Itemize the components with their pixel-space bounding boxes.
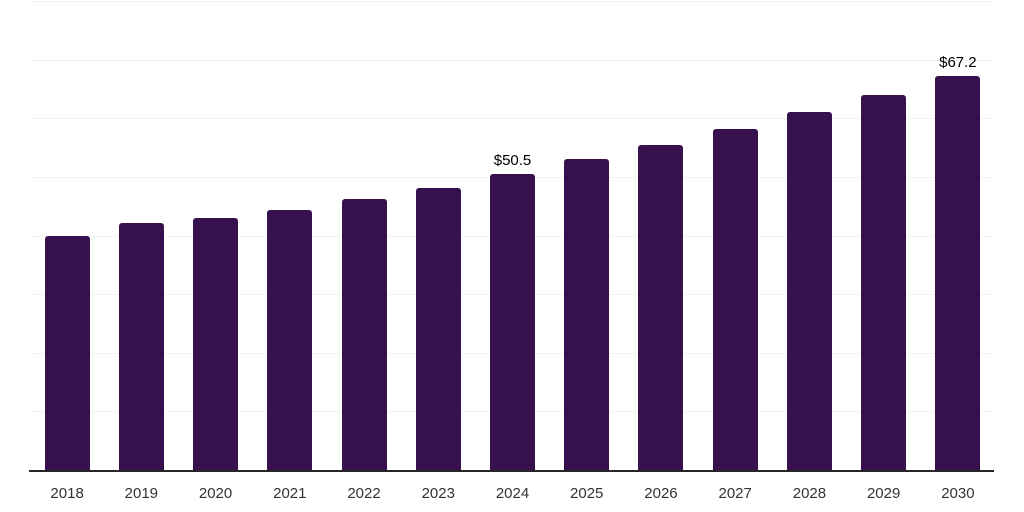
- data-label-2030: $67.2: [939, 54, 977, 72]
- x-tick-label-2026: 2026: [644, 485, 678, 502]
- bar-2030[interactable]: [935, 76, 981, 470]
- x-tick-label-2020: 2020: [198, 485, 233, 502]
- gridline-60: [30, 118, 995, 119]
- bar-2020[interactable]: [193, 218, 239, 470]
- x-tick-label-2022: 2022: [347, 485, 381, 502]
- bar-2027[interactable]: [712, 128, 758, 470]
- bar-2025[interactable]: [564, 158, 610, 470]
- x-tick-label-2018: 2018: [50, 485, 84, 502]
- bar-2022[interactable]: [341, 198, 387, 470]
- bar-2026[interactable]: [638, 144, 684, 470]
- bar-2019[interactable]: [118, 222, 164, 470]
- x-tick-label-2021: 2021: [273, 485, 307, 502]
- x-tick-label-2030: 2030: [941, 485, 975, 502]
- bar-2023[interactable]: [415, 188, 461, 470]
- bar-2029[interactable]: [861, 94, 907, 470]
- x-tick-label-2028: 2028: [792, 485, 827, 502]
- gridline-80: [30, 1, 995, 2]
- gridline-70: [30, 60, 995, 61]
- x-tick-label-2023: 2023: [421, 485, 455, 502]
- data-label-2024: $50.5: [493, 151, 532, 169]
- bar-2021[interactable]: [267, 209, 313, 470]
- x-tick-label-2024: 2024: [495, 485, 530, 502]
- x-tick-label-2027: 2027: [718, 485, 752, 502]
- bar-2018[interactable]: [44, 236, 90, 470]
- x-tick-label-2025: 2025: [570, 485, 604, 502]
- x-axis-line: [29, 470, 994, 472]
- x-tick-label-2019: 2019: [124, 485, 159, 502]
- bar-2028[interactable]: [786, 112, 832, 470]
- bar-2024[interactable]: [490, 173, 535, 470]
- x-tick-label-2029: 2029: [866, 485, 901, 502]
